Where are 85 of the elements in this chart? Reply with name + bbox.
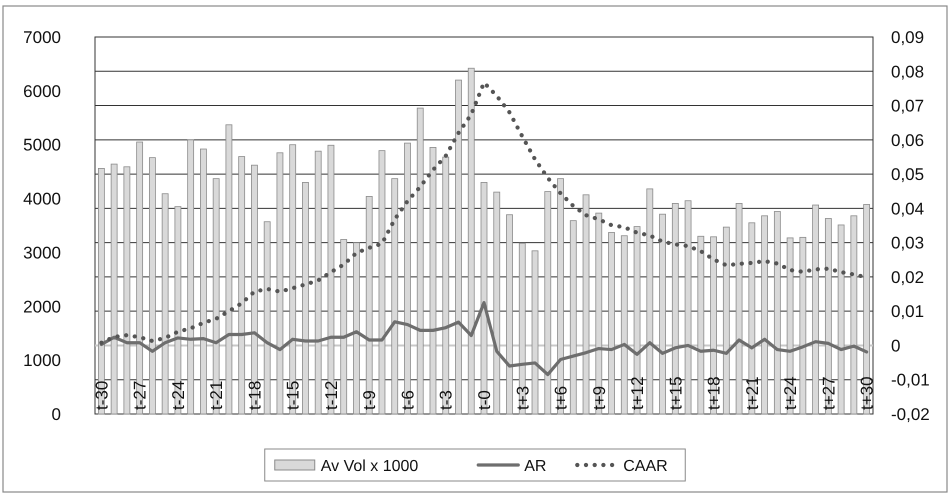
bar: [608, 232, 615, 414]
bar: [264, 221, 271, 414]
bar: [416, 108, 424, 414]
bar: [570, 220, 577, 414]
y2-tick-label: 0,08: [891, 62, 924, 82]
x-tick-label: t-24: [168, 380, 188, 410]
x-tick-label: t+27: [819, 376, 838, 410]
bar: [340, 239, 348, 414]
bar: [544, 191, 552, 414]
x-tick-label: t+3: [513, 386, 532, 410]
x-tick-label: t-18: [245, 380, 264, 410]
bar: [391, 178, 398, 414]
line-series: [100, 301, 868, 376]
y-tick-label: 0: [52, 405, 61, 424]
bar: [302, 182, 309, 414]
x-tick-label: t+18: [704, 376, 724, 410]
x-tick-label: t-30: [92, 380, 112, 410]
y2-tick-label: -0,01: [891, 370, 930, 390]
bar: [314, 150, 322, 414]
y2-tick-label: 0,06: [891, 130, 924, 150]
bar: [276, 152, 284, 414]
y-tick-label: 1000: [23, 351, 61, 370]
bar: [430, 147, 436, 414]
bar: [646, 188, 654, 414]
bar: [468, 68, 475, 414]
bar: [162, 193, 169, 414]
bar: [506, 214, 513, 414]
y-tick-label: 2000: [23, 297, 61, 316]
bar: [774, 211, 781, 414]
x-tick-label: t+6: [552, 386, 571, 410]
bar: [684, 200, 692, 414]
y-tick-label: 7000: [23, 28, 61, 47]
y2-tick-label: 0,01: [891, 302, 924, 322]
bar: [378, 150, 386, 414]
x-tick-label: t+15: [666, 376, 686, 410]
x-tick-label: t+24: [781, 376, 800, 410]
bar: [620, 235, 628, 414]
bar: [812, 204, 820, 414]
bar: [148, 157, 156, 414]
bar: [799, 236, 806, 414]
x-tick-label: t-6: [398, 390, 418, 410]
bar: [200, 148, 207, 414]
x-tick-label: t+12: [628, 376, 648, 410]
x-tick-label: t-27: [130, 380, 150, 410]
bar: [455, 80, 462, 414]
bar: [110, 164, 118, 414]
legend-label: CAAR: [623, 458, 668, 475]
y-tick-label: 5000: [23, 136, 61, 155]
bar: [187, 139, 194, 414]
x-tick-label: t-15: [284, 380, 303, 410]
x-tick-label: t+21: [742, 376, 762, 410]
bar: [532, 250, 538, 414]
y2-tick-label: 0: [891, 336, 900, 356]
y2-tick-label: 0,03: [891, 234, 924, 253]
bar: [697, 236, 704, 414]
bar: [736, 203, 742, 414]
x-tick-label: t-3: [436, 390, 456, 410]
y2-tick-label: -0,02: [891, 405, 930, 424]
bar: [226, 124, 232, 414]
bar: [761, 215, 768, 414]
bar: [493, 192, 500, 414]
y-tick-label: 4000: [23, 190, 61, 209]
x-tick-label: t+9: [590, 386, 609, 410]
bar: [838, 224, 845, 414]
legend-label: AR: [524, 458, 546, 475]
bar: [582, 194, 590, 414]
legend-label: Av Vol x 1000: [320, 458, 418, 475]
bar: [850, 215, 858, 414]
x-tick-label: t-9: [360, 390, 380, 410]
x-tick-label: t-12: [322, 380, 341, 410]
bar: [123, 166, 130, 414]
bar: [353, 242, 360, 414]
x-tick-label: t-0: [475, 390, 494, 410]
y2-tick-label: 0,02: [891, 268, 924, 287]
y2-tick-label: 0,05: [891, 165, 924, 184]
y2-tick-label: 0,09: [891, 28, 924, 47]
bar: [238, 156, 246, 414]
x-tick-label: t-21: [207, 380, 226, 410]
bar: [659, 214, 666, 414]
y2-tick-label: 0,04: [891, 199, 924, 218]
bar: [722, 226, 730, 414]
y-tick-label: 3000: [23, 243, 61, 262]
y-tick-label: 6000: [23, 82, 61, 101]
x-tick-label: t+30: [858, 376, 877, 410]
y2-tick-label: 0,07: [891, 96, 924, 116]
